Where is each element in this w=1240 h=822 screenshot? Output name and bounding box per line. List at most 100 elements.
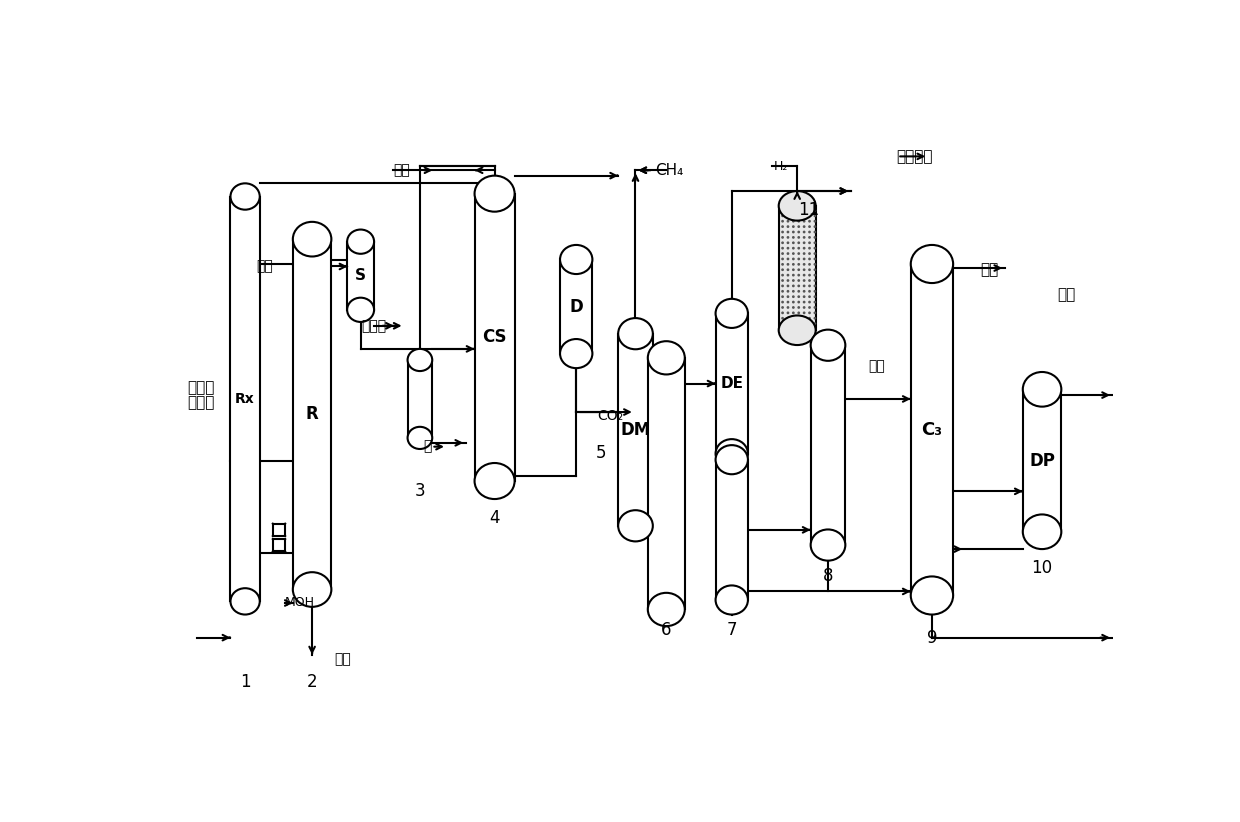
Text: 水: 水 (424, 440, 432, 454)
Circle shape (813, 215, 816, 217)
Circle shape (792, 263, 795, 266)
Circle shape (813, 284, 816, 288)
Bar (293, 239, 331, 589)
Circle shape (797, 263, 800, 266)
Bar (408, 360, 433, 438)
Text: 5: 5 (595, 444, 606, 462)
Circle shape (786, 312, 790, 314)
Circle shape (797, 322, 800, 325)
Circle shape (808, 268, 811, 271)
Circle shape (792, 295, 795, 298)
Circle shape (797, 306, 800, 309)
Text: DE: DE (720, 376, 743, 391)
Ellipse shape (619, 318, 652, 349)
Text: 燃料气: 燃料气 (361, 319, 387, 333)
Circle shape (802, 322, 806, 325)
Circle shape (813, 247, 816, 250)
Circle shape (802, 268, 806, 271)
Circle shape (792, 268, 795, 271)
Circle shape (786, 301, 790, 303)
Circle shape (786, 295, 790, 298)
Circle shape (797, 301, 800, 303)
Ellipse shape (779, 191, 816, 220)
Circle shape (802, 279, 806, 282)
Circle shape (781, 252, 784, 255)
Circle shape (781, 328, 784, 330)
Circle shape (813, 322, 816, 325)
Circle shape (813, 252, 816, 255)
Bar (715, 459, 748, 600)
Ellipse shape (910, 245, 954, 283)
Circle shape (813, 274, 816, 276)
Circle shape (792, 301, 795, 303)
Circle shape (797, 279, 800, 282)
Circle shape (808, 295, 811, 298)
Circle shape (786, 242, 790, 244)
Ellipse shape (293, 222, 331, 256)
Circle shape (813, 231, 816, 233)
Ellipse shape (1023, 515, 1061, 549)
Bar (1023, 390, 1061, 532)
Ellipse shape (347, 298, 374, 322)
Circle shape (792, 312, 795, 314)
Circle shape (781, 312, 784, 314)
Circle shape (792, 236, 795, 238)
Circle shape (808, 306, 811, 309)
Circle shape (808, 263, 811, 266)
Ellipse shape (408, 427, 433, 449)
Ellipse shape (475, 463, 515, 499)
Ellipse shape (811, 529, 846, 561)
Bar (910, 264, 954, 595)
Circle shape (802, 328, 806, 330)
Circle shape (797, 215, 800, 217)
Circle shape (802, 242, 806, 244)
Circle shape (781, 215, 784, 217)
Circle shape (792, 284, 795, 288)
Ellipse shape (715, 585, 748, 615)
Circle shape (802, 219, 806, 223)
Ellipse shape (408, 349, 433, 371)
Circle shape (792, 215, 795, 217)
Ellipse shape (779, 316, 816, 345)
Circle shape (808, 301, 811, 303)
Circle shape (797, 231, 800, 233)
Text: MOH: MOH (285, 597, 315, 609)
Circle shape (802, 306, 806, 309)
Circle shape (781, 301, 784, 303)
Circle shape (792, 328, 795, 330)
Text: 产品: 产品 (255, 260, 273, 274)
Circle shape (797, 268, 800, 271)
Circle shape (808, 247, 811, 250)
Circle shape (781, 290, 784, 293)
Circle shape (813, 306, 816, 309)
Circle shape (802, 295, 806, 298)
Circle shape (792, 274, 795, 276)
Text: CO₂: CO₂ (596, 409, 624, 423)
Circle shape (813, 279, 816, 282)
Circle shape (802, 225, 806, 228)
Circle shape (802, 316, 806, 320)
Circle shape (808, 242, 811, 244)
Circle shape (808, 231, 811, 233)
Ellipse shape (811, 330, 846, 361)
Text: 去聚乙烯: 去聚乙烯 (895, 149, 932, 164)
Circle shape (797, 209, 800, 212)
Circle shape (786, 279, 790, 282)
Circle shape (802, 231, 806, 233)
Circle shape (797, 312, 800, 314)
Text: 4: 4 (490, 510, 500, 527)
Circle shape (813, 219, 816, 223)
Ellipse shape (715, 446, 748, 474)
Circle shape (802, 215, 806, 217)
Circle shape (786, 219, 790, 223)
Circle shape (781, 257, 784, 261)
Circle shape (797, 257, 800, 261)
Circle shape (786, 274, 790, 276)
Circle shape (808, 225, 811, 228)
Circle shape (792, 209, 795, 212)
Circle shape (808, 257, 811, 261)
Circle shape (781, 242, 784, 244)
Circle shape (792, 219, 795, 223)
Circle shape (802, 301, 806, 303)
Ellipse shape (647, 593, 684, 626)
